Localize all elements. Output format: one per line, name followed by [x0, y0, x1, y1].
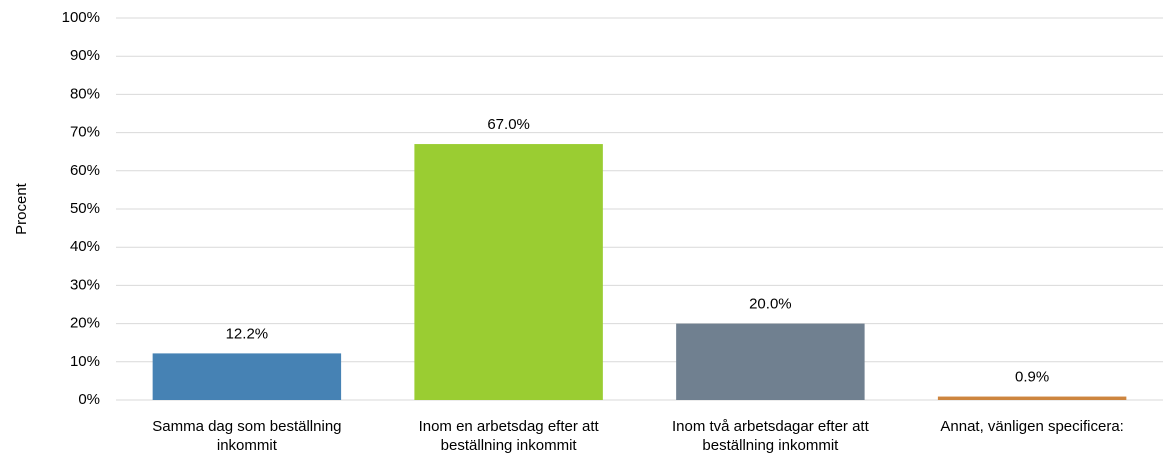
y-axis-label: Procent — [13, 182, 30, 235]
x-tick-label: Annat, vänligen specificera: — [940, 418, 1124, 435]
data-label: 0.9% — [1015, 369, 1049, 386]
y-tick-label: 30% — [70, 276, 100, 293]
bar — [937, 396, 1127, 400]
x-tick-label: Inom en arbetsdag efter att beställning … — [418, 418, 599, 454]
y-tick-label: 0% — [78, 391, 100, 408]
x-tick-label: Inom två arbetsdagar efter att beställni… — [671, 418, 869, 454]
y-tick-label: 60% — [70, 162, 100, 179]
y-tick-label: 90% — [70, 47, 100, 64]
data-label: 67.0% — [487, 116, 530, 133]
y-tick-label: 100% — [62, 9, 100, 26]
data-label: 12.2% — [226, 325, 269, 342]
y-tick-label: 10% — [70, 353, 100, 370]
y-tick-label: 50% — [70, 200, 100, 217]
y-tick-label: 20% — [70, 315, 100, 332]
data-label: 20.0% — [749, 296, 792, 313]
y-tick-label: 70% — [70, 124, 100, 141]
bar — [152, 353, 342, 400]
y-tick-label: 40% — [70, 238, 100, 255]
y-tick-label: 80% — [70, 85, 100, 102]
bar — [414, 144, 603, 400]
x-tick-label: Samma dag som beställning inkommit — [152, 418, 342, 454]
bar — [676, 323, 865, 400]
